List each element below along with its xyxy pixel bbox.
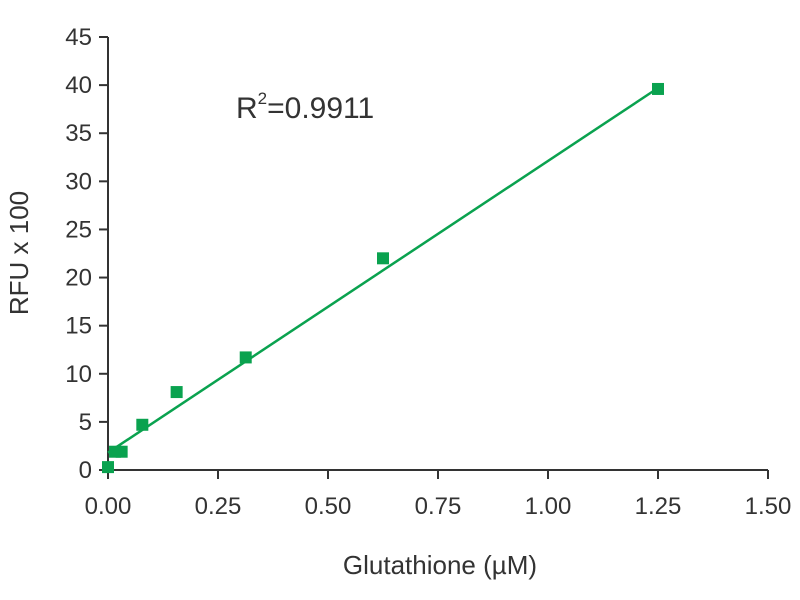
- y-tick-label: 0: [79, 457, 92, 484]
- data-point: [136, 418, 149, 431]
- data-points: [102, 82, 664, 474]
- y-tick-label: 25: [65, 216, 92, 243]
- y-tick-label: 35: [65, 120, 92, 147]
- x-axis: 0.00 0.25 0.50 0.75 1.00 1.25 1.50: [85, 469, 792, 520]
- x-tick-label: 0.25: [195, 493, 242, 520]
- data-point: [652, 82, 664, 95]
- y-tick-label: 5: [79, 409, 92, 436]
- r-squared-value: =0.9911: [267, 92, 374, 125]
- y-tick-label: 30: [65, 168, 92, 195]
- data-point: [170, 386, 183, 399]
- y-tick-label: 10: [65, 361, 92, 388]
- x-axis-title: Glutathione (µM): [343, 550, 537, 580]
- x-tick-label: 1.25: [635, 493, 682, 520]
- y-tick-label: 45: [65, 24, 92, 51]
- r-squared-exponent: 2: [258, 89, 267, 108]
- y-tick-label: 20: [65, 265, 92, 292]
- y-axis-title: RFU x 100: [4, 191, 34, 315]
- y-tick-label: 15: [65, 313, 92, 340]
- x-tick-label: 0.00: [85, 493, 132, 520]
- y-axis: 0 5 10 15 20 25 30 35 40 45: [65, 24, 109, 484]
- x-tick-label: 0.75: [415, 493, 462, 520]
- data-point: [377, 252, 389, 265]
- data-point: [115, 445, 128, 458]
- x-tick-label: 0.50: [305, 493, 352, 520]
- x-tick-label: 1.00: [525, 493, 572, 520]
- r-squared-base: R: [236, 92, 258, 125]
- data-point: [239, 351, 252, 364]
- data-point: [102, 461, 114, 474]
- x-tick-label: 1.50: [745, 493, 792, 520]
- y-tick-label: 40: [65, 72, 92, 99]
- r-squared-annotation: R2=0.9911: [236, 89, 374, 125]
- fit-line: [107, 86, 659, 454]
